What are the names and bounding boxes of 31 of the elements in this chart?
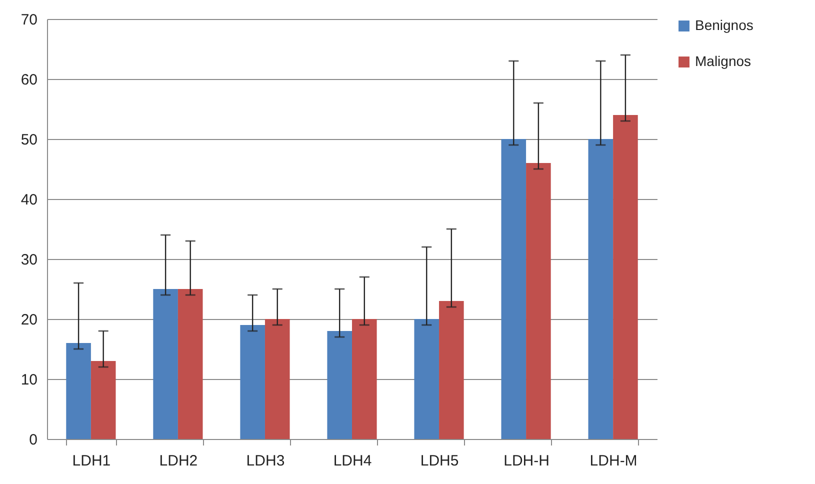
bar — [153, 289, 178, 439]
bar — [264, 319, 290, 439]
bar — [90, 361, 116, 439]
bar — [501, 139, 526, 439]
y-tick-label: 40 — [20, 192, 38, 208]
legend-label: Benignos — [695, 17, 754, 33]
bar — [352, 319, 377, 439]
bar — [439, 301, 464, 439]
x-tick-label: LDH-M — [590, 452, 638, 470]
x-tick-label: LDH1 — [72, 452, 111, 470]
bar — [178, 289, 203, 439]
x-tick-label: LDH4 — [333, 452, 372, 470]
legend-label: Malignos — [695, 53, 752, 69]
bar — [588, 139, 614, 439]
y-tick-label: 60 — [20, 72, 38, 88]
bar — [613, 115, 638, 439]
y-tick-label: 0 — [29, 432, 38, 448]
y-tick-label: 50 — [20, 132, 38, 148]
x-tick-label: LDH2 — [159, 452, 198, 470]
x-tick-label: LDH5 — [420, 452, 459, 470]
y-tick-label: 20 — [20, 312, 38, 328]
y-tick-label: 30 — [20, 252, 38, 268]
bar — [66, 343, 91, 439]
bar — [240, 325, 265, 439]
bar — [327, 331, 352, 439]
bar — [414, 319, 440, 439]
y-tick-label: 10 — [20, 372, 38, 388]
bar — [526, 163, 551, 439]
x-tick-label: LDH-H — [504, 452, 550, 470]
y-tick-label: 70 — [20, 12, 38, 28]
x-tick-label: LDH3 — [246, 452, 285, 470]
